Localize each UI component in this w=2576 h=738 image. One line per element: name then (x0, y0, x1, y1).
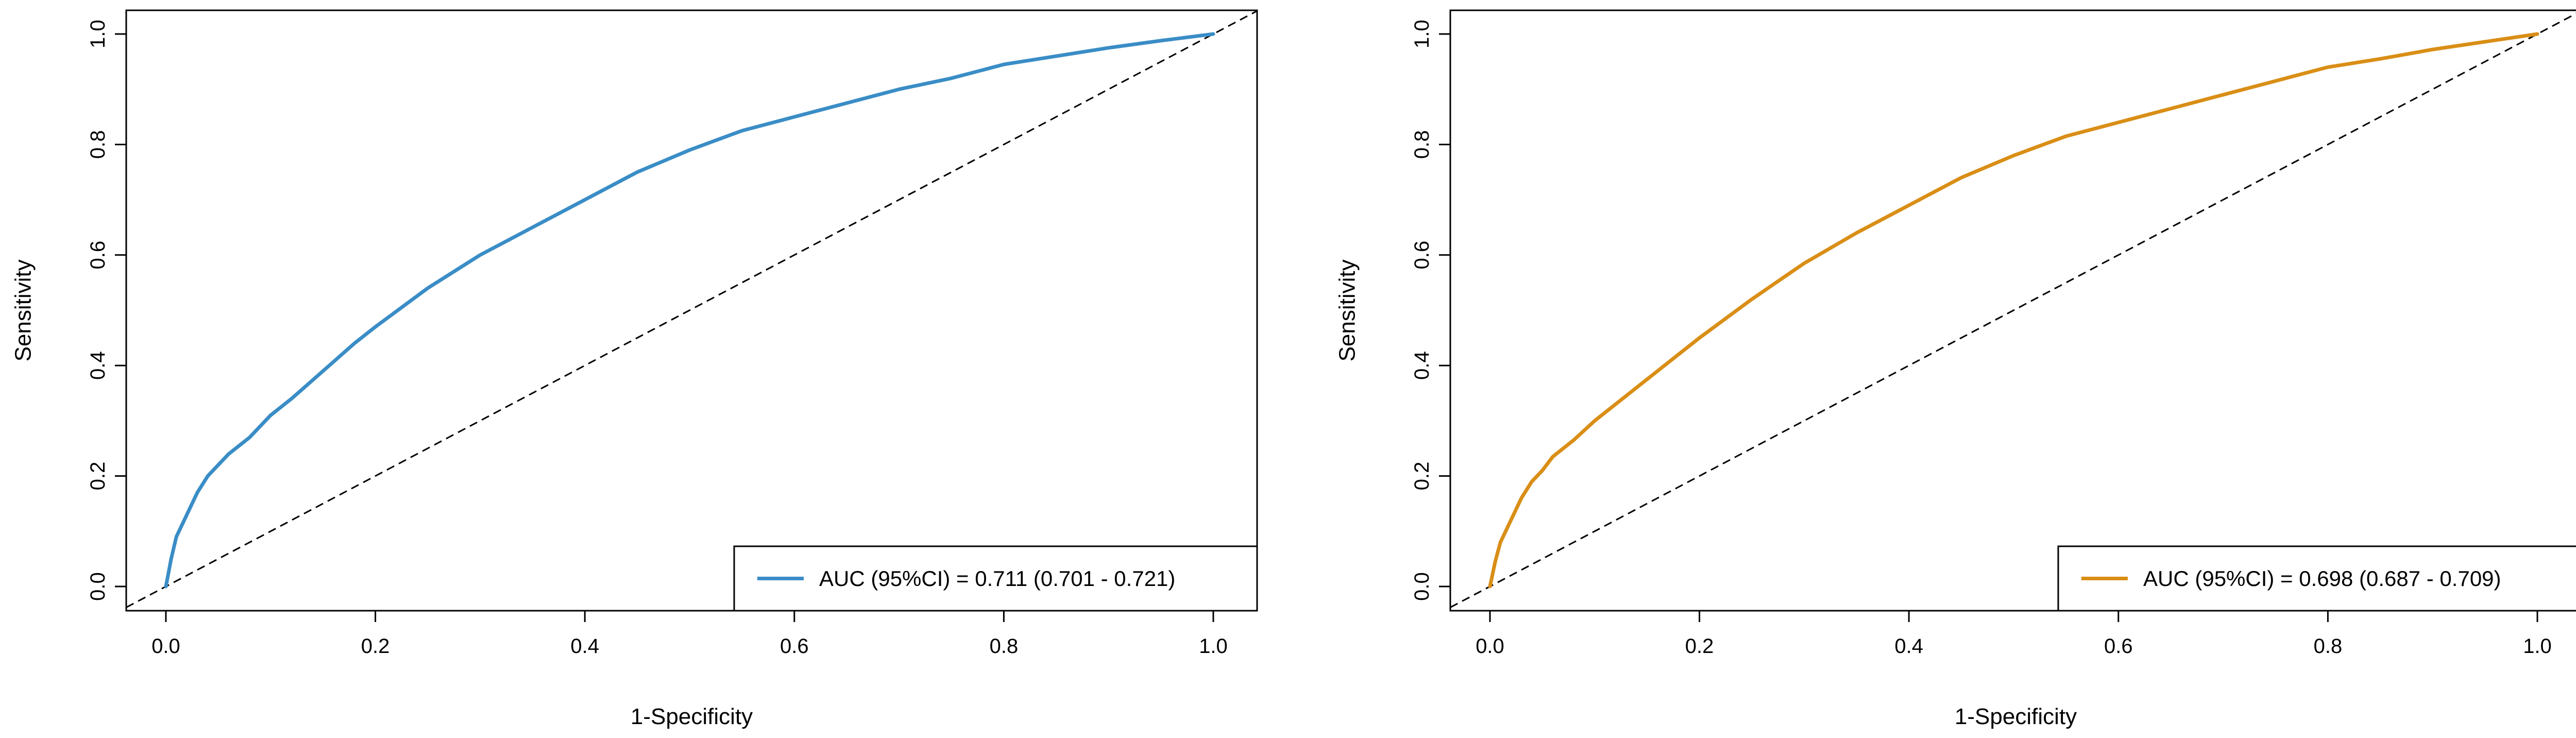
y-tick-label: 0.4 (1411, 351, 1433, 380)
x-tick-label: 1.0 (2523, 635, 2552, 658)
roc-curve-line (164, 32, 1215, 589)
x-tick-label: 0.8 (2314, 635, 2343, 658)
y-axis-title: Sensitivity (11, 259, 36, 361)
y-tick-label: 0.6 (1411, 241, 1433, 270)
x-tick-label: 0.6 (2104, 635, 2133, 658)
legend-box (733, 545, 1258, 612)
y-tick-label: 0.6 (87, 241, 109, 270)
x-tick-label: 1.0 (1199, 635, 1228, 658)
roc-chart-panel-right: 0.0 0.2 0.4 0.6 0.8 1.0 0.0 0.2 0.4 0.6 0.8 1.0 1-Sp… (1335, 9, 2576, 729)
x-tick-label: 0.4 (1894, 635, 1923, 658)
x-tick-label: 0.2 (361, 635, 390, 658)
x-tick-label: 0.0 (1476, 635, 1504, 658)
x-tick-label: 0.8 (990, 635, 1019, 658)
y-tick-label: 1.0 (87, 20, 109, 48)
y-tick-label: 1.0 (1411, 20, 1433, 48)
y-tick-label: 0.2 (1411, 462, 1433, 491)
x-tick-label: 0.6 (780, 635, 809, 658)
y-axis-title: Sensitivity (1335, 259, 1360, 361)
roc-chart-panel-left: 0.0 0.2 0.4 0.6 0.8 1.0 0.0 0.2 0.4 0.6 0.8 1.0 1-Sp… (11, 9, 1258, 729)
reference-diagonal-line (126, 10, 1258, 608)
y-tick-label: 0.0 (1411, 572, 1433, 601)
y-tick-label: 0.4 (87, 351, 109, 380)
legend-box (2057, 545, 2576, 612)
x-axis-title: 1-Specificity (631, 704, 753, 729)
legend-label: AUC (95%CI) = 0.711 (0.701 - 0.721) (819, 566, 1175, 591)
y-tick-label: 0.2 (87, 462, 109, 491)
x-tick-label: 0.0 (151, 635, 180, 658)
y-tick-label: 0.8 (87, 130, 109, 159)
x-tick-label: 0.2 (1685, 635, 1714, 658)
legend-label: AUC (95%CI) = 0.698 (0.687 - 0.709) (2143, 566, 2501, 591)
reference-diagonal-line (1450, 12, 2576, 608)
roc-curve-line (1488, 32, 2539, 589)
x-tick-label: 0.4 (570, 635, 599, 658)
y-tick-label: 0.8 (1411, 130, 1433, 159)
y-tick-label: 0.0 (87, 572, 109, 601)
x-axis-title: 1-Specificity (1955, 704, 2077, 729)
